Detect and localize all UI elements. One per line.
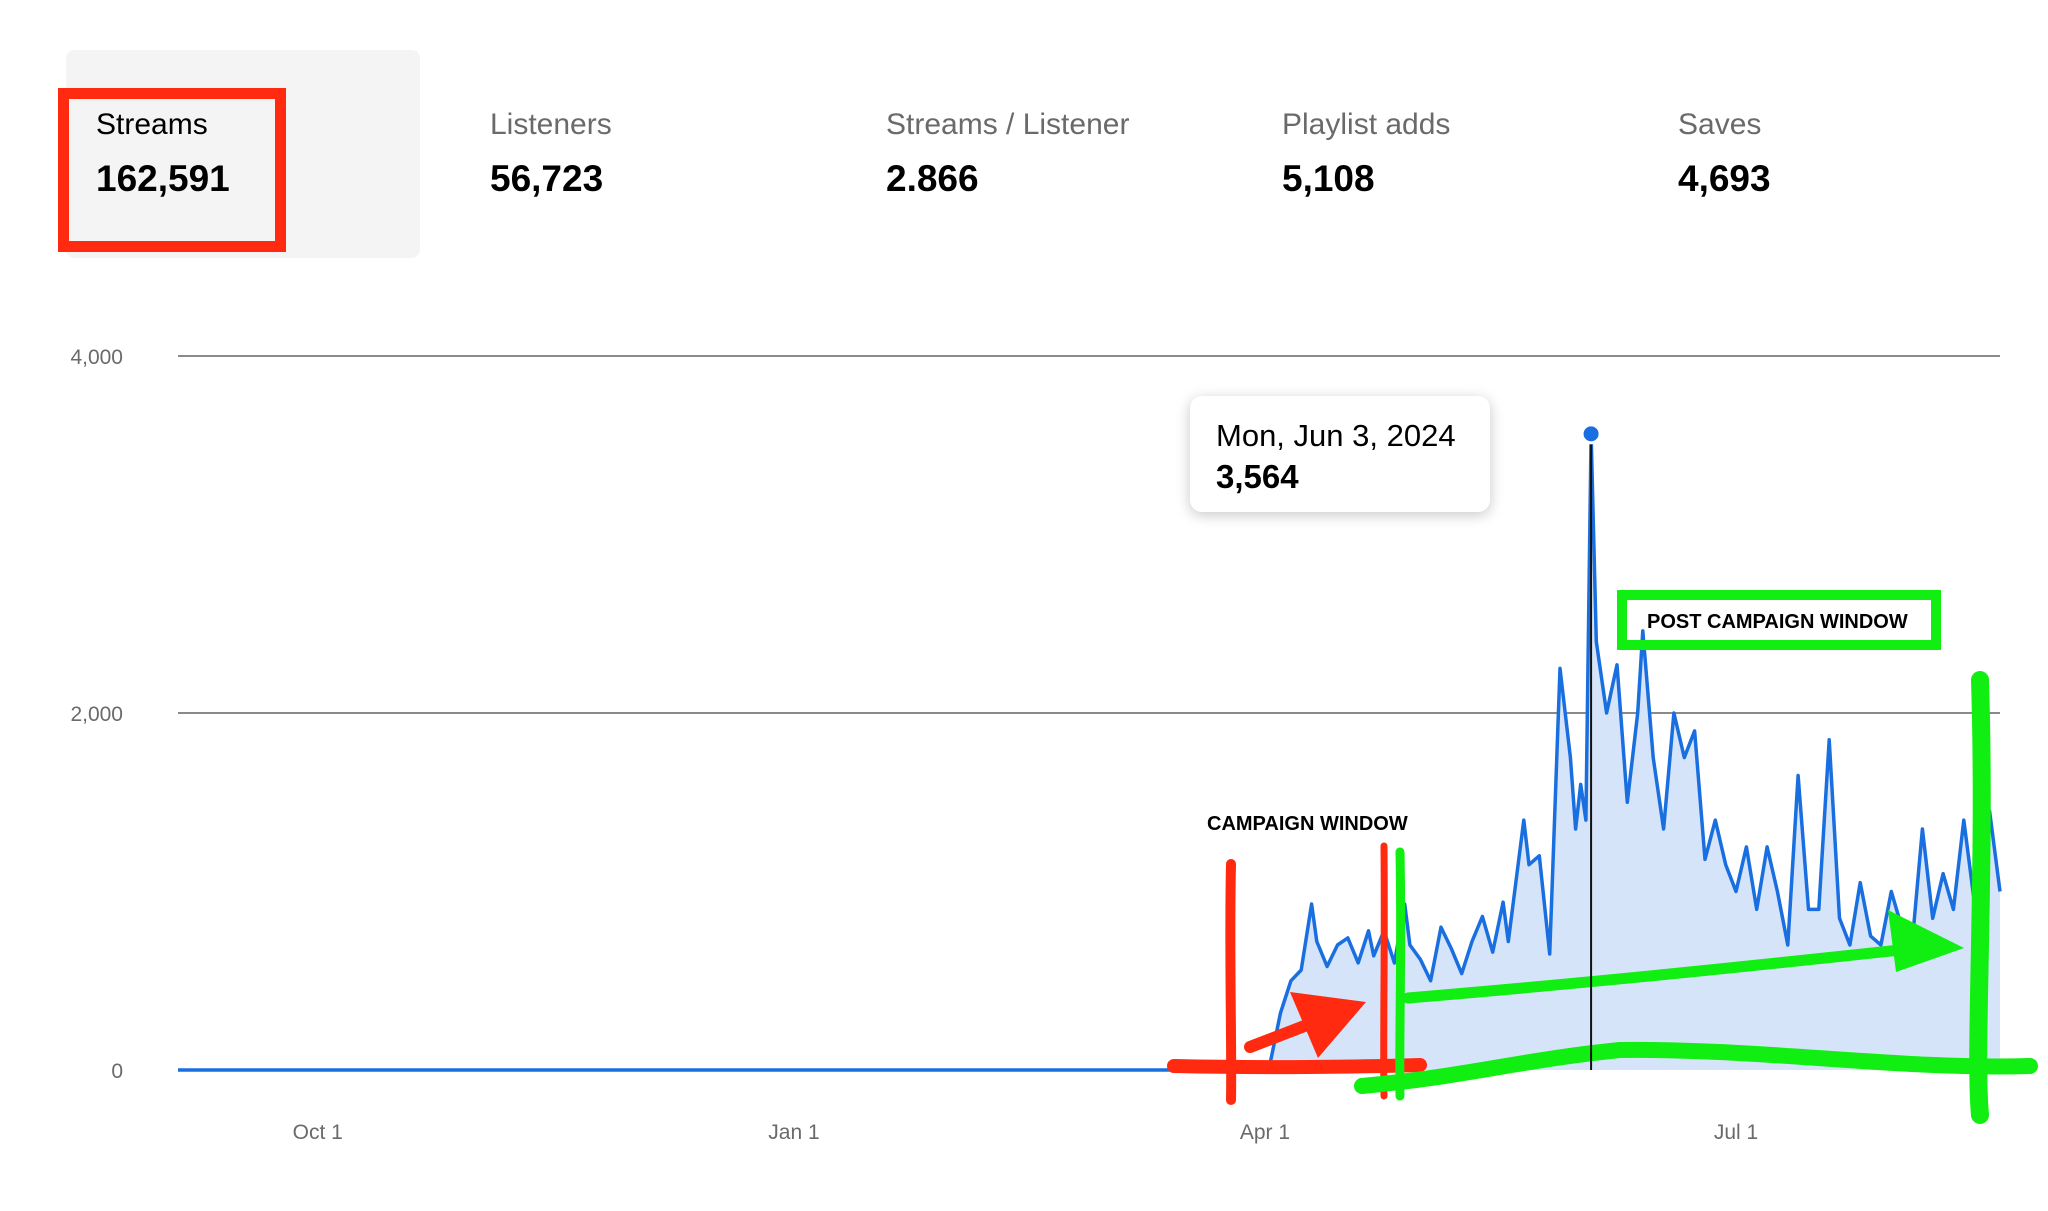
post-campaign-arrowhead xyxy=(1888,910,1964,972)
campaign-window-label: CAMPAIGN WINDOW xyxy=(1207,813,1408,835)
campaign-end-marker xyxy=(1380,842,1388,1100)
annotations: CAMPAIGN WINDOW POST CAMPAIGN WINDOW xyxy=(1167,590,2038,1124)
metric-value: 5,108 xyxy=(1282,158,1375,199)
campaign-arrowhead xyxy=(1290,992,1366,1058)
x-tick-label: Jul 1 xyxy=(1714,1121,1758,1144)
metric-tab-playlist-adds[interactable]: Playlist adds 5,108 xyxy=(1252,50,1606,258)
metric-label: Listeners xyxy=(490,108,612,141)
metric-tab-listeners[interactable]: Listeners 56,723 xyxy=(460,50,814,258)
x-tick-label: Jan 1 xyxy=(768,1121,819,1144)
metric-tab-streams-per-listener[interactable]: Streams / Listener 2.866 xyxy=(856,50,1210,258)
post-campaign-baseline-mark xyxy=(1354,1041,2038,1094)
highlight-point xyxy=(1580,423,1602,445)
x-tick-label: Oct 1 xyxy=(293,1121,343,1144)
post-campaign-box xyxy=(1617,590,1941,650)
campaign-start-marker xyxy=(1225,859,1237,1105)
metric-value: 2.866 xyxy=(886,158,979,199)
grid-lines xyxy=(178,355,2000,714)
x-tick-label: Apr 1 xyxy=(1240,1121,1290,1144)
post-campaign-arrow-shaft xyxy=(1402,944,1906,1004)
metric-tab-streams[interactable]: Streams 162,591 xyxy=(66,50,420,258)
y-tick-label: 4,000 xyxy=(70,346,123,369)
campaign-baseline-mark xyxy=(1167,1058,1427,1075)
y-tick-label: 2,000 xyxy=(70,703,123,726)
tooltip-date: Mon, Jun 3, 2024 xyxy=(1216,418,1456,453)
streams-chart: Oct 1 Jan 1 Apr 1 Jul 1 0 2,000 4,000 CAMPAIG… xyxy=(70,346,2038,1144)
post-campaign-start-marker xyxy=(1395,847,1406,1101)
hover-indicator xyxy=(1580,423,1602,1070)
metric-value: 56,723 xyxy=(490,158,604,199)
y-tick-label: 0 xyxy=(111,1060,123,1083)
metric-label: Streams xyxy=(96,108,208,141)
series-area-fill xyxy=(178,433,2000,1070)
metric-value: 4,693 xyxy=(1678,158,1771,199)
y-axis-ticks: 0 2,000 4,000 xyxy=(70,346,123,1083)
tooltip-value: 3,564 xyxy=(1216,458,1299,495)
metric-tab-saves[interactable]: Saves 4,693 xyxy=(1648,50,2002,258)
post-campaign-window-label: POST CAMPAIGN WINDOW xyxy=(1647,611,1908,633)
metric-label: Playlist adds xyxy=(1282,108,1451,141)
metric-label: Streams / Listener xyxy=(886,108,1130,141)
streams-area xyxy=(178,433,2000,1070)
streams-line xyxy=(178,432,2002,1072)
post-campaign-end-marker xyxy=(1969,671,1991,1124)
chart-tooltip: Mon, Jun 3, 2024 3,564 xyxy=(1190,396,1490,512)
x-axis-ticks: Oct 1 Jan 1 Apr 1 Jul 1 xyxy=(293,1121,1759,1144)
series-line xyxy=(178,432,2002,1072)
metric-value: 162,591 xyxy=(96,158,230,199)
metric-tabs: Streams 162,591 Listeners 56,723 Streams… xyxy=(0,0,2048,270)
streams-highlight-box xyxy=(58,88,286,252)
metric-label: Saves xyxy=(1678,108,1762,141)
